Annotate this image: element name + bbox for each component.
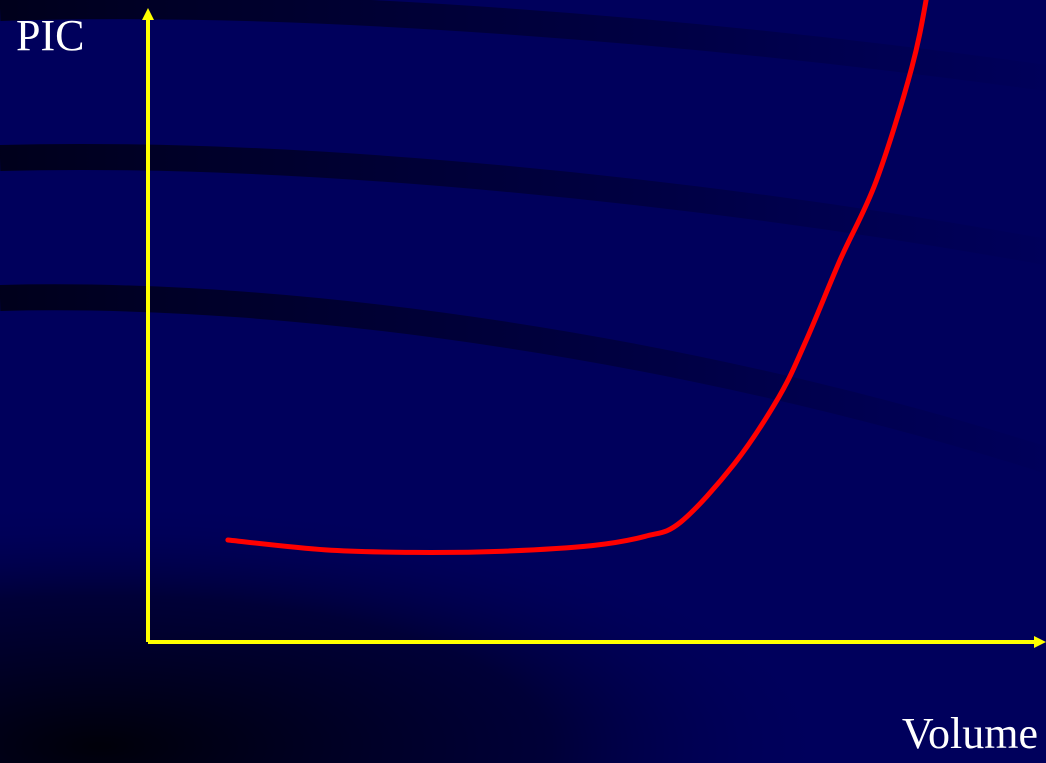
x-axis-title: Volume	[901, 709, 1038, 758]
y-axis-arrowhead	[142, 8, 154, 20]
x-axis-arrowhead	[1034, 636, 1046, 648]
y-axis-title: PIC	[16, 11, 85, 60]
series-line	[225, 0, 929, 555]
